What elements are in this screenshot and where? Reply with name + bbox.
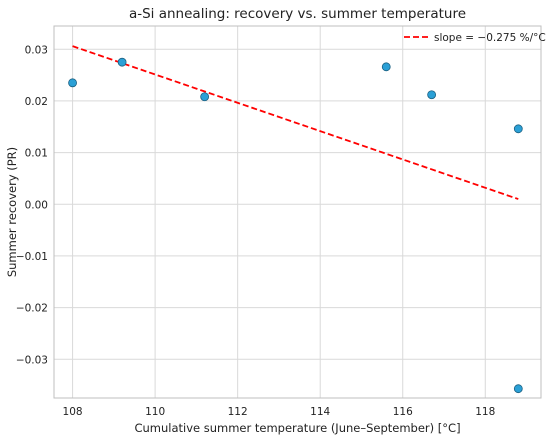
y-tick-label: −0.03 — [16, 354, 48, 366]
x-tick-label: 114 — [310, 406, 330, 418]
y-tick-label: −0.02 — [16, 303, 48, 315]
data-point — [68, 78, 77, 88]
y-tick-label: 0.01 — [25, 148, 48, 160]
legend-label-fit-line: slope = −0.275 %/°C — [434, 32, 546, 44]
y-tick-label: 0.03 — [25, 44, 48, 56]
x-axis-ticks: 108 110 112 114 116 118 — [63, 406, 496, 418]
chart-title: a-Si annealing: recovery vs. summer temp… — [129, 6, 466, 22]
y-tick-label: 0.02 — [25, 96, 48, 108]
x-tick-label: 110 — [145, 406, 165, 418]
data-point — [513, 124, 523, 134]
y-axis-ticks: −0.03 −0.02 −0.01 0.00 0.01 0.02 0.03 — [16, 44, 48, 366]
data-point — [200, 92, 210, 102]
x-tick-label: 116 — [393, 406, 413, 418]
data-point — [513, 384, 523, 394]
x-axis-label: Cumulative summer temperature (June–Sept… — [134, 421, 460, 435]
data-point — [427, 90, 437, 100]
grid — [54, 26, 541, 398]
data-point — [381, 62, 391, 72]
fit-line — [72, 45, 519, 200]
data-point — [117, 57, 127, 67]
plot-frame — [53, 25, 542, 399]
series-layer — [68, 45, 523, 394]
x-tick-label: 108 — [63, 406, 83, 418]
legend: slope = −0.275 %/°C — [404, 32, 546, 44]
x-tick-label: 118 — [475, 406, 495, 418]
y-tick-label: 0.00 — [25, 199, 48, 211]
y-axis-label: Summer recovery (PR) — [5, 147, 19, 277]
x-tick-label: 112 — [228, 406, 248, 418]
y-tick-label: −0.01 — [16, 251, 48, 263]
